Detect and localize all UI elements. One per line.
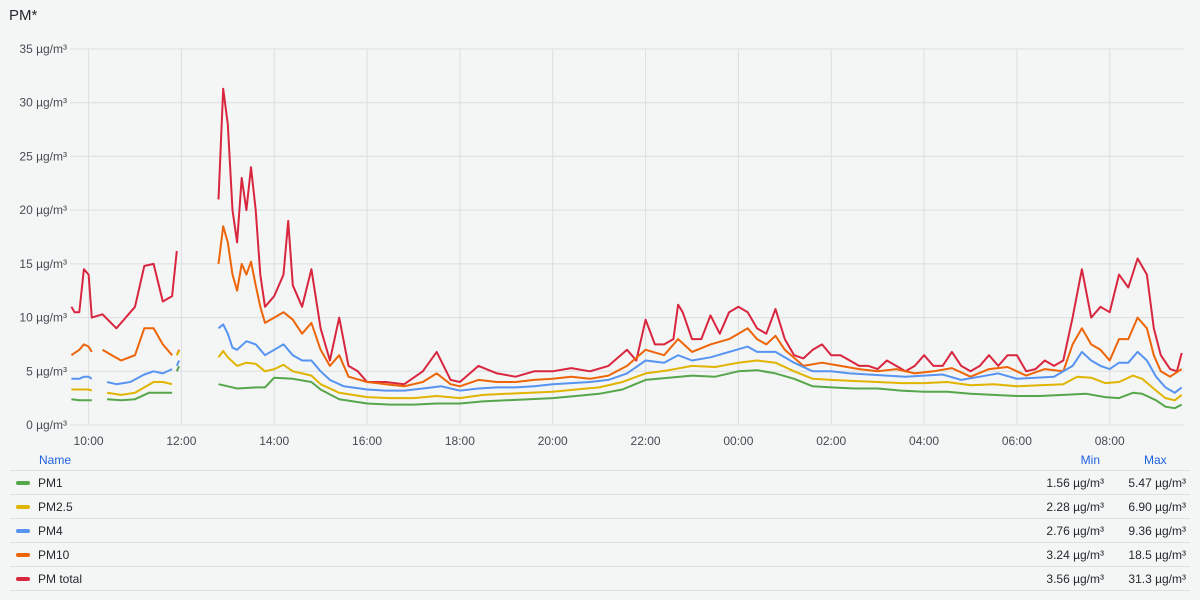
x-tick-label: 02:00 — [816, 434, 846, 448]
series-label[interactable]: PM1 — [38, 475, 63, 490]
y-tick-label: 0 µg/m³ — [26, 418, 67, 432]
series-min: 2.28 µg/m³ — [1046, 499, 1104, 514]
x-tick-label: 10:00 — [74, 434, 104, 448]
series-line-pm4[interactable] — [71, 323, 1183, 394]
series-label[interactable]: PM2.5 — [38, 499, 73, 514]
x-tick-label: 04:00 — [909, 434, 939, 448]
legend-row[interactable]: PM4 2.76 µg/m³ 9.36 µg/m³ — [10, 519, 1190, 543]
legend-row[interactable]: PM2.5 2.28 µg/m³ 6.90 µg/m³ — [10, 495, 1190, 519]
y-tick-label: 5 µg/m³ — [26, 364, 67, 378]
series-line-pm2-5[interactable] — [71, 349, 1183, 402]
series-line-pm10[interactable] — [70, 225, 1183, 388]
legend-row[interactable]: PM total 3.56 µg/m³ 31.3 µg/m³ — [10, 567, 1190, 591]
series-label[interactable]: PM4 — [38, 523, 63, 538]
series-color-swatch — [16, 528, 30, 533]
series-max: 9.36 µg/m³ — [1128, 523, 1186, 538]
legend-table: Name Min Max PM1 1.56 µg/m³ 5.47 µg/m³ PM2.… — [10, 450, 1190, 591]
y-tick-label: 20 µg/m³ — [19, 203, 67, 217]
series-color-swatch — [16, 504, 30, 509]
series-line-pm1[interactable] — [71, 365, 1183, 410]
x-tick-label: 16:00 — [352, 434, 382, 448]
series-line-pm-total[interactable] — [70, 87, 1183, 386]
legend-header-min[interactable]: Min — [1080, 453, 1100, 467]
legend-header-name[interactable]: Name — [39, 453, 72, 467]
x-tick-label: 00:00 — [723, 434, 753, 448]
series-max: 5.47 µg/m³ — [1128, 475, 1186, 490]
x-tick-label: 18:00 — [445, 434, 475, 448]
x-tick-label: 08:00 — [1095, 434, 1125, 448]
series-min: 1.56 µg/m³ — [1046, 475, 1104, 490]
legend-rows: PM1 1.56 µg/m³ 5.47 µg/m³ PM2.5 2.28 µg/m³ 6.… — [10, 471, 1190, 591]
y-tick-label: 35 µg/m³ — [19, 42, 67, 56]
series-color-swatch — [16, 480, 30, 485]
pm-line-chart: 0 µg/m³ 5 µg/m³ 10 µg/m³ 15 µg/m³ 20 µg/m³ 25… — [19, 42, 1184, 448]
x-tick-label: 12:00 — [166, 434, 196, 448]
series-label[interactable]: PM total — [38, 571, 83, 586]
x-axis: 10:00 12:00 14:00 16:00 18:00 20:00 22:00 00:00… — [74, 434, 1126, 448]
series-max: 6.90 µg/m³ — [1128, 499, 1186, 514]
legend-row[interactable]: PM10 3.24 µg/m³ 18.5 µg/m³ — [10, 543, 1190, 567]
x-tick-label: 06:00 — [1002, 434, 1032, 448]
legend-row[interactable]: PM1 1.56 µg/m³ 5.47 µg/m³ — [10, 471, 1190, 495]
y-tick-label: 10 µg/m³ — [19, 311, 67, 325]
series-min: 3.56 µg/m³ — [1046, 571, 1104, 586]
series-color-swatch — [16, 552, 30, 557]
legend-header: Name Min Max — [10, 450, 1190, 471]
series-min: 2.76 µg/m³ — [1046, 523, 1104, 538]
y-tick-label: 25 µg/m³ — [19, 149, 67, 163]
x-tick-label: 14:00 — [259, 434, 289, 448]
x-tick-label: 22:00 — [631, 434, 661, 448]
x-tick-label: 20:00 — [538, 434, 568, 448]
y-tick-label: 30 µg/m³ — [19, 96, 67, 110]
legend-header-max[interactable]: Max — [1144, 453, 1167, 467]
series-min: 3.24 µg/m³ — [1046, 547, 1104, 562]
y-tick-label: 15 µg/m³ — [19, 257, 67, 271]
series-max: 31.3 µg/m³ — [1128, 571, 1186, 586]
series-color-swatch — [16, 576, 30, 581]
chart-series — [70, 87, 1183, 410]
y-axis: 0 µg/m³ 5 µg/m³ 10 µg/m³ 15 µg/m³ 20 µg/m³ 25… — [19, 42, 67, 432]
series-label[interactable]: PM10 — [38, 547, 70, 562]
series-max: 18.5 µg/m³ — [1128, 547, 1186, 562]
panel-title: PM* — [9, 7, 38, 24]
